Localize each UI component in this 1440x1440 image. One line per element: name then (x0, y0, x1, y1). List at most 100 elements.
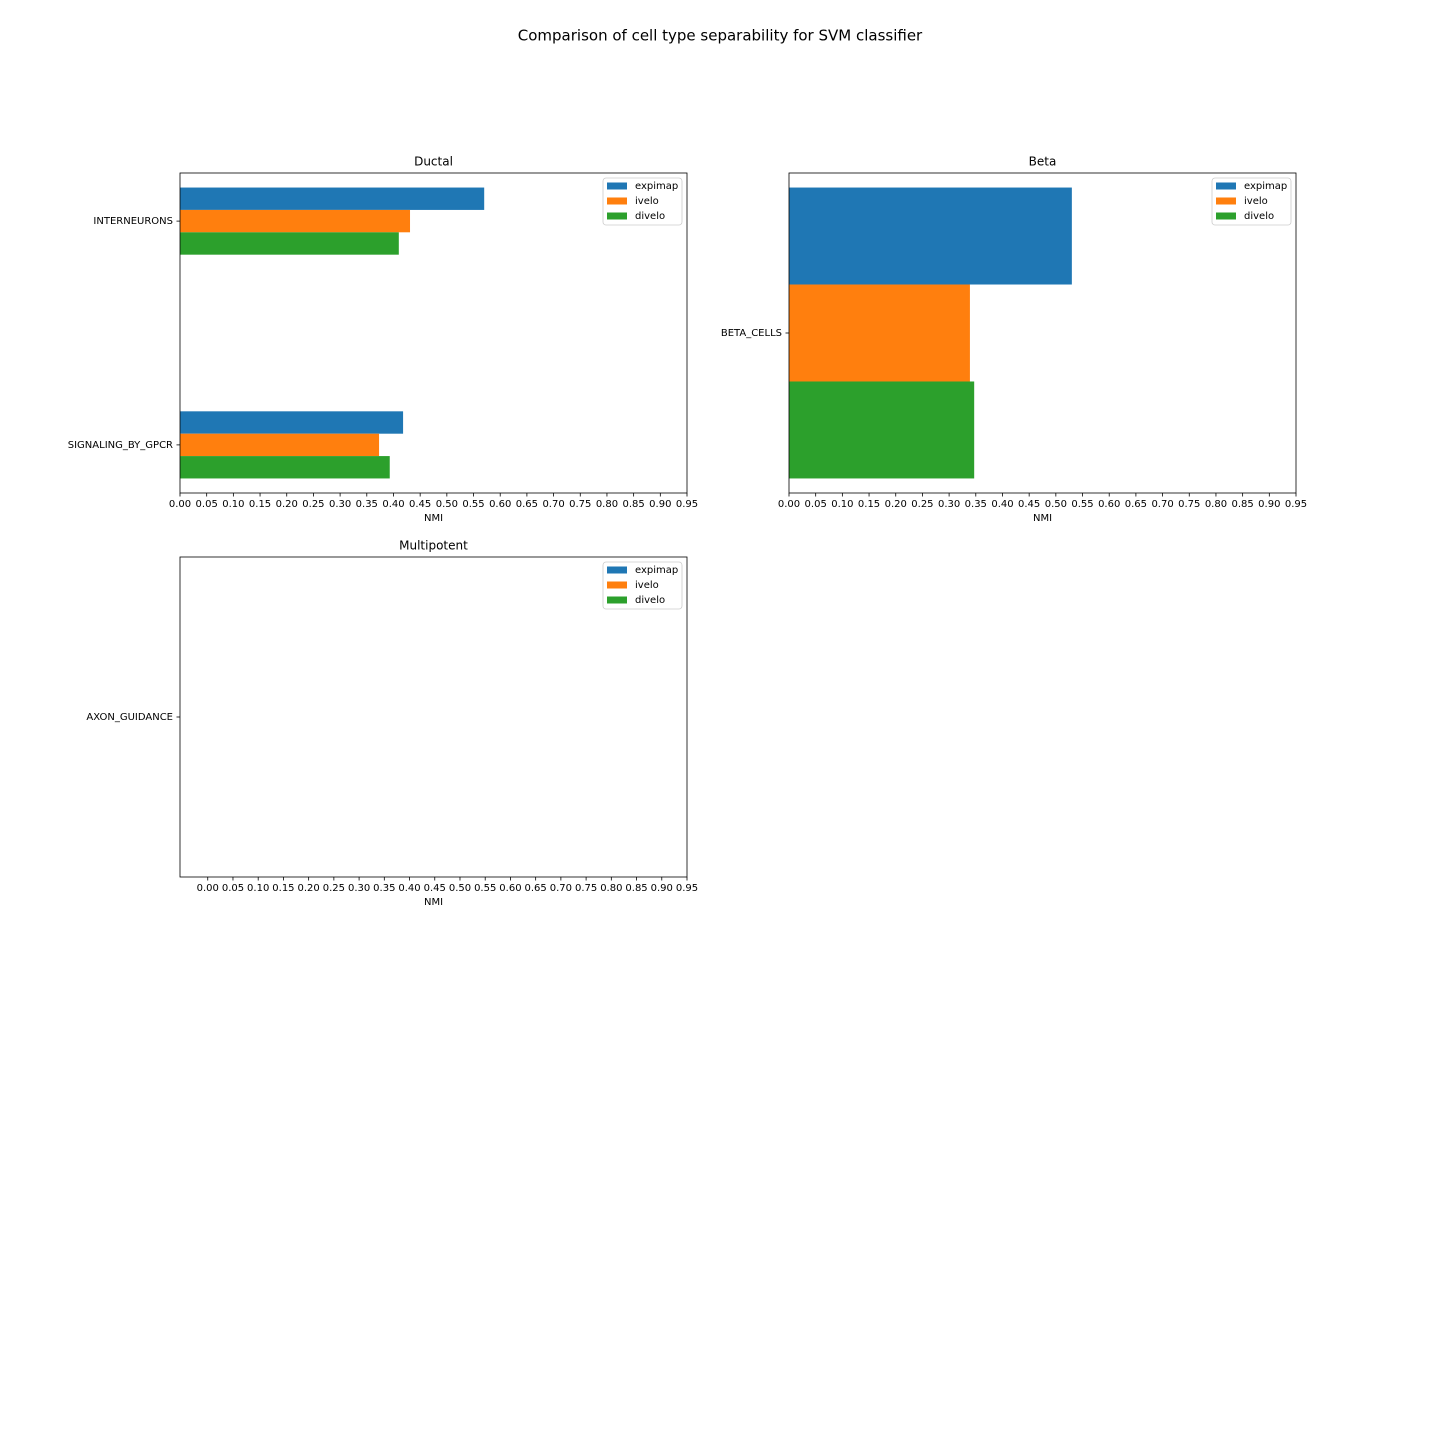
x-tick-label: 0.35 (356, 499, 378, 510)
bar (180, 187, 485, 210)
x-tick-label: 0.60 (499, 883, 521, 894)
legend-swatch (1216, 212, 1236, 220)
x-tick-label: 0.75 (569, 499, 591, 510)
x-tick-label: 0.05 (196, 499, 218, 510)
legend-label: divelo (635, 595, 665, 606)
legend-swatch (1216, 182, 1236, 190)
x-axis-label: NMI (1033, 513, 1052, 524)
x-tick-label: 0.95 (676, 499, 698, 510)
legend-swatch (607, 596, 627, 604)
bar (180, 456, 390, 479)
x-tick-label: 0.20 (276, 499, 298, 510)
legend-swatch (607, 197, 627, 205)
x-tick-label: 0.95 (1285, 499, 1307, 510)
x-tick-label: 0.70 (1151, 499, 1173, 510)
x-tick-label: 0.40 (991, 499, 1013, 510)
bar (180, 433, 380, 457)
x-tick-label: 0.10 (831, 499, 853, 510)
x-tick-label: 0.35 (965, 499, 987, 510)
x-tick-label: 0.60 (489, 499, 511, 510)
x-tick-label: 0.75 (575, 883, 597, 894)
bar (180, 411, 404, 434)
y-tick-label: BETA_CELLS (721, 328, 782, 339)
x-tick-label: 0.90 (649, 499, 671, 510)
x-tick-label: 0.10 (222, 499, 244, 510)
x-axis-label: NMI (424, 897, 443, 908)
x-tick-label: 0.50 (1045, 499, 1067, 510)
x-tick-label: 0.25 (302, 499, 324, 510)
legend-swatch (607, 581, 627, 589)
y-tick-label: AXON_GUIDANCE (86, 712, 173, 723)
x-tick-label: 0.45 (1018, 499, 1040, 510)
x-tick-label: 0.55 (474, 883, 496, 894)
x-tick-label: 0.45 (409, 499, 431, 510)
x-tick-label: 0.20 (298, 883, 320, 894)
x-tick-label: 0.50 (449, 883, 471, 894)
x-tick-label: 0.90 (1258, 499, 1280, 510)
x-tick-label: 0.65 (516, 499, 538, 510)
x-tick-label: 0.30 (348, 883, 370, 894)
bar (789, 187, 1072, 285)
legend-label: ivelo (635, 580, 659, 591)
legend-label: ivelo (635, 196, 659, 207)
legend-swatch (1216, 197, 1236, 205)
x-tick-label: 0.15 (272, 883, 294, 894)
legend-label: divelo (1244, 211, 1274, 222)
legend-label: expimap (635, 181, 678, 192)
subplot-title: Beta (1029, 155, 1057, 169)
x-tick-label: 0.30 (938, 499, 960, 510)
subplot-title: Multipotent (399, 539, 468, 553)
legend-label: expimap (635, 565, 678, 576)
x-tick-label: 0.15 (249, 499, 271, 510)
x-tick-label: 0.70 (550, 883, 572, 894)
x-tick-label: 0.00 (778, 499, 800, 510)
x-tick-label: 0.80 (596, 499, 618, 510)
x-tick-label: 0.45 (424, 883, 446, 894)
y-tick-label: SIGNALING_BY_GPCR (68, 440, 173, 451)
bar (789, 381, 975, 479)
legend-label: divelo (635, 211, 665, 222)
legend-swatch (607, 566, 627, 574)
x-tick-label: 0.80 (1205, 499, 1227, 510)
x-tick-label: 0.90 (651, 883, 673, 894)
x-tick-label: 0.85 (1231, 499, 1253, 510)
axes-frame (179, 172, 688, 494)
x-tick-label: 0.55 (462, 499, 484, 510)
legend-label: expimap (1244, 181, 1287, 192)
x-tick-label: 0.35 (373, 883, 395, 894)
x-tick-label: 0.10 (247, 883, 269, 894)
x-tick-label: 0.00 (197, 883, 219, 894)
x-tick-label: 0.75 (1178, 499, 1200, 510)
x-tick-label: 0.95 (676, 883, 698, 894)
y-tick-label: INTERNEURONS (93, 216, 173, 227)
x-tick-label: 0.60 (1098, 499, 1120, 510)
x-tick-label: 0.65 (1125, 499, 1147, 510)
x-tick-label: 0.80 (600, 883, 622, 894)
x-tick-label: 0.05 (222, 883, 244, 894)
legend-swatch (607, 212, 627, 220)
x-tick-label: 0.15 (858, 499, 880, 510)
x-tick-label: 0.85 (622, 499, 644, 510)
x-tick-label: 0.30 (329, 499, 351, 510)
x-tick-label: 0.65 (525, 883, 547, 894)
x-tick-label: 0.40 (382, 499, 404, 510)
x-axis-label: NMI (424, 513, 443, 524)
x-tick-label: 0.25 (323, 883, 345, 894)
bar (180, 232, 399, 255)
x-tick-label: 0.20 (885, 499, 907, 510)
x-tick-label: 0.50 (436, 499, 458, 510)
x-tick-label: 0.05 (805, 499, 827, 510)
x-tick-label: 0.00 (169, 499, 191, 510)
bar (789, 284, 970, 382)
x-tick-label: 0.25 (911, 499, 933, 510)
bar (180, 209, 411, 233)
x-tick-label: 0.70 (542, 499, 564, 510)
legend-label: ivelo (1244, 196, 1268, 207)
legend-swatch (607, 182, 627, 190)
x-tick-label: 0.55 (1071, 499, 1093, 510)
figure-title: Comparison of cell type separability for… (518, 27, 923, 45)
x-tick-label: 0.85 (625, 883, 647, 894)
subplot-title: Ductal (414, 155, 453, 169)
x-tick-label: 0.40 (398, 883, 420, 894)
